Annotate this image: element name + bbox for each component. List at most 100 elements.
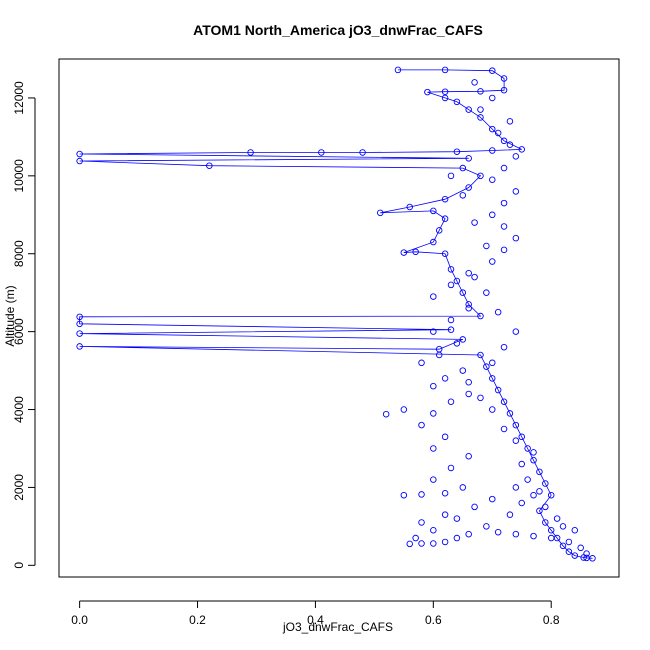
data-point [459, 484, 467, 491]
data-point [447, 326, 455, 333]
data-point [453, 340, 461, 347]
data-point [465, 379, 472, 386]
data-point [489, 211, 496, 219]
data-point [377, 209, 384, 217]
x-tick-label: 0.8 [543, 613, 560, 627]
data-point [518, 146, 525, 153]
data-point [494, 308, 502, 316]
data-point [547, 527, 555, 534]
data-point [247, 149, 254, 156]
x-tick-label: 0.0 [71, 613, 88, 627]
data-point [489, 147, 496, 154]
data-point [382, 410, 390, 418]
data-point [441, 215, 449, 222]
data-point [489, 406, 496, 413]
data-point [76, 330, 83, 337]
data-point [483, 523, 490, 530]
data-point [453, 534, 461, 542]
data-point [459, 336, 467, 343]
data-point [76, 150, 83, 158]
data-point [471, 273, 478, 281]
data-point [441, 88, 449, 95]
data-point [583, 554, 590, 562]
data-point [571, 527, 579, 534]
data-point [530, 449, 537, 456]
data-point [512, 188, 520, 195]
data-point [453, 98, 461, 106]
data-point [441, 375, 449, 382]
data-point [406, 203, 413, 211]
data-point [459, 164, 467, 172]
y-tick-label: 4000 [12, 396, 26, 423]
data-point [506, 511, 514, 518]
data-point [418, 540, 425, 547]
data-point [430, 207, 437, 215]
data-point [465, 530, 472, 538]
data-point [400, 249, 408, 256]
data-point [441, 538, 449, 546]
data-point [471, 219, 478, 226]
data-point [542, 519, 549, 526]
data-point [441, 433, 449, 441]
data-point [477, 394, 484, 402]
data-point [76, 157, 83, 165]
data-point [565, 548, 573, 555]
data-point [418, 519, 425, 526]
data-point [489, 67, 496, 74]
data-point [441, 511, 449, 518]
data-point [430, 328, 437, 335]
data-point [477, 312, 484, 320]
x-tick-label: 0.4 [307, 613, 324, 627]
data-point [459, 367, 467, 374]
data-point [453, 277, 461, 285]
data-point [489, 375, 496, 382]
y-tick-label: 8000 [12, 240, 26, 267]
y-tick-label: 12000 [12, 81, 26, 115]
data-point [536, 468, 543, 476]
data-point [477, 351, 484, 359]
data-point [512, 153, 520, 160]
data-point [465, 269, 472, 277]
data-point [571, 552, 579, 559]
data-point [530, 532, 537, 540]
data-point [477, 114, 484, 121]
data-point [430, 445, 437, 452]
data-point [318, 149, 325, 156]
data-point [465, 305, 472, 312]
data-point [565, 538, 573, 546]
data-point [465, 301, 472, 308]
data-point [447, 464, 455, 472]
data-point [430, 238, 437, 246]
x-tick-label: 0.6 [425, 613, 442, 627]
data-point [500, 75, 508, 82]
data-point [430, 527, 437, 534]
y-tick-label: 0 [12, 562, 26, 569]
data-point [500, 137, 508, 145]
data-point [76, 343, 83, 350]
data-point [424, 88, 431, 96]
data-point [500, 86, 508, 94]
data-point [489, 176, 496, 183]
data-point [494, 129, 502, 137]
data-point [530, 491, 537, 499]
data-point [76, 320, 83, 328]
data-point [430, 293, 437, 300]
data-point [577, 544, 584, 552]
data-point [477, 106, 484, 113]
data-point [441, 490, 449, 497]
data-point [400, 491, 408, 499]
data-point [459, 192, 467, 199]
x-axis-label: jO3_dnwFrac_CAFS [282, 620, 393, 634]
series-layer [76, 66, 596, 562]
data-point [483, 289, 490, 296]
x-tick-label: 0.2 [189, 613, 206, 627]
plot-frame [58, 58, 620, 578]
data-point [500, 343, 508, 351]
data-point [489, 258, 496, 265]
data-point [500, 398, 508, 405]
data-point [512, 421, 520, 429]
data-point [441, 66, 449, 74]
data-point [512, 530, 520, 538]
data-point [453, 148, 461, 155]
